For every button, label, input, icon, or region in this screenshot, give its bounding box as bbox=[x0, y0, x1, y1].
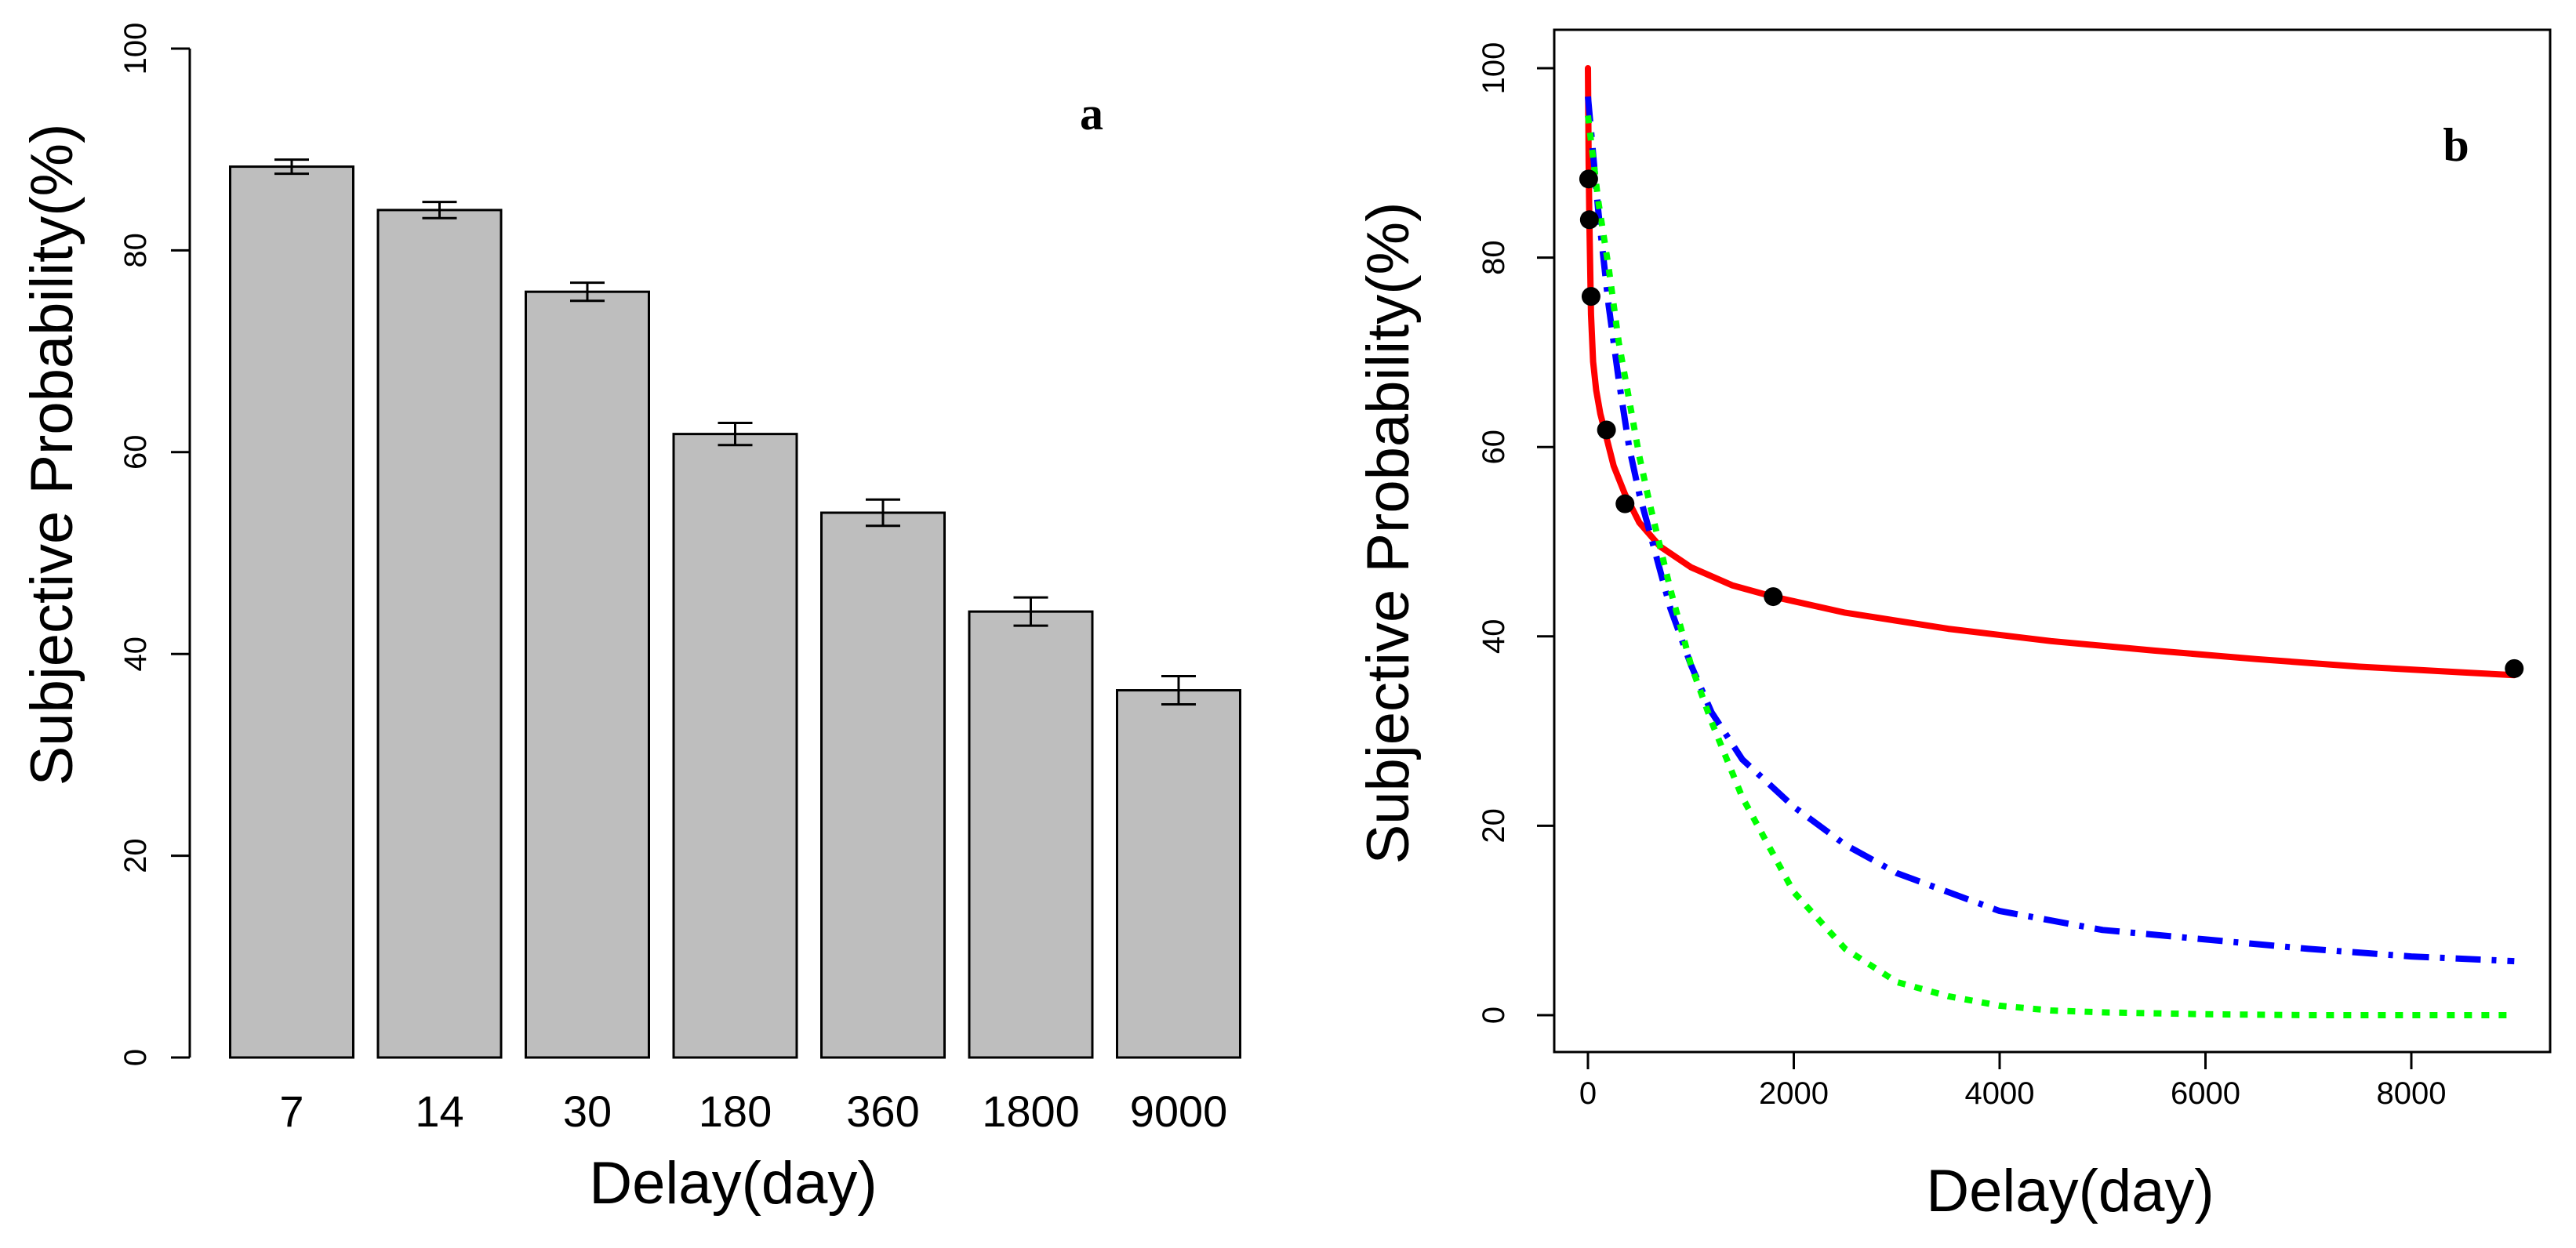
bar bbox=[820, 511, 946, 1059]
data-point bbox=[1579, 169, 1598, 189]
y-axis-label: Subjective Probability(%) bbox=[1355, 202, 1422, 865]
plot-box bbox=[1553, 28, 2552, 1054]
line-chart-panel-b: 0 20 40 60 80 100 0 2000 4000 6000 8000 b Delay(d… bbox=[1355, 28, 2552, 1224]
x-tick-label: 30 bbox=[563, 1087, 612, 1136]
x-tick-label: 8000 bbox=[2377, 1076, 2447, 1111]
fit-curve-solid bbox=[1585, 65, 2518, 679]
x-tick-label: 14 bbox=[415, 1087, 463, 1136]
y-tick-label: 40 bbox=[1477, 619, 1511, 655]
x-axis-label: Delay(day) bbox=[589, 1150, 877, 1217]
bar bbox=[525, 290, 650, 1059]
x-tick-label: 1800 bbox=[982, 1087, 1080, 1136]
y-axis: 0 20 40 60 80 100 bbox=[118, 23, 191, 1066]
data-point bbox=[1597, 420, 1616, 440]
observed-points bbox=[1579, 169, 2524, 678]
bar bbox=[968, 610, 1094, 1059]
y-tick-label: 60 bbox=[1477, 430, 1511, 465]
bar-chart-panel-a: 0 20 40 60 80 100 7 14 30 180 360 1800 9000 a Delay… bbox=[19, 23, 1241, 1217]
panel-label-a: a bbox=[1080, 88, 1103, 140]
x-tick-label: 360 bbox=[846, 1087, 919, 1136]
x-tick-label: 7 bbox=[279, 1087, 303, 1136]
x-tick-labels: 7 14 30 180 360 1800 9000 bbox=[279, 1087, 1227, 1136]
y-axis-label: Subjective Probability(%) bbox=[19, 124, 85, 786]
data-point bbox=[2505, 658, 2524, 678]
panel-label-b: b bbox=[2443, 119, 2469, 171]
x-tick-label: 6000 bbox=[2171, 1076, 2240, 1111]
x-axis: 0 2000 4000 6000 8000 bbox=[1579, 1052, 2447, 1111]
x-tick-label: 4000 bbox=[1965, 1076, 2035, 1111]
y-tick-label: 80 bbox=[118, 233, 153, 268]
y-tick-label: 20 bbox=[118, 838, 153, 873]
fit-curve-dotted bbox=[1585, 114, 2515, 1018]
data-point bbox=[1615, 494, 1635, 513]
y-tick-label: 100 bbox=[118, 23, 153, 75]
data-point bbox=[1581, 287, 1600, 307]
x-tick-label: 0 bbox=[1579, 1076, 1597, 1111]
data-point bbox=[1579, 210, 1599, 230]
bar bbox=[229, 165, 354, 1059]
y-tick-label: 0 bbox=[118, 1049, 153, 1066]
x-tick-label: 9000 bbox=[1130, 1087, 1228, 1136]
fit-curve-dashdot bbox=[1585, 96, 2515, 965]
y-tick-label: 80 bbox=[1477, 240, 1511, 275]
x-tick-label: 2000 bbox=[1759, 1076, 1829, 1111]
bar bbox=[1116, 689, 1241, 1059]
data-point bbox=[1764, 587, 1783, 607]
y-tick-label: 100 bbox=[1477, 42, 1511, 95]
y-axis: 0 20 40 60 80 100 bbox=[1477, 42, 1554, 1024]
x-axis-label: Delay(day) bbox=[1926, 1158, 2214, 1224]
bar bbox=[376, 209, 503, 1059]
y-tick-label: 60 bbox=[118, 435, 153, 470]
y-tick-label: 0 bbox=[1477, 1007, 1511, 1024]
bar bbox=[672, 433, 798, 1059]
x-tick-label: 180 bbox=[699, 1087, 772, 1136]
error-bars bbox=[274, 158, 1196, 706]
bars bbox=[229, 165, 1241, 1059]
fit-curves bbox=[1585, 65, 2518, 1018]
y-tick-label: 20 bbox=[1477, 808, 1511, 843]
y-tick-label: 40 bbox=[118, 637, 153, 672]
